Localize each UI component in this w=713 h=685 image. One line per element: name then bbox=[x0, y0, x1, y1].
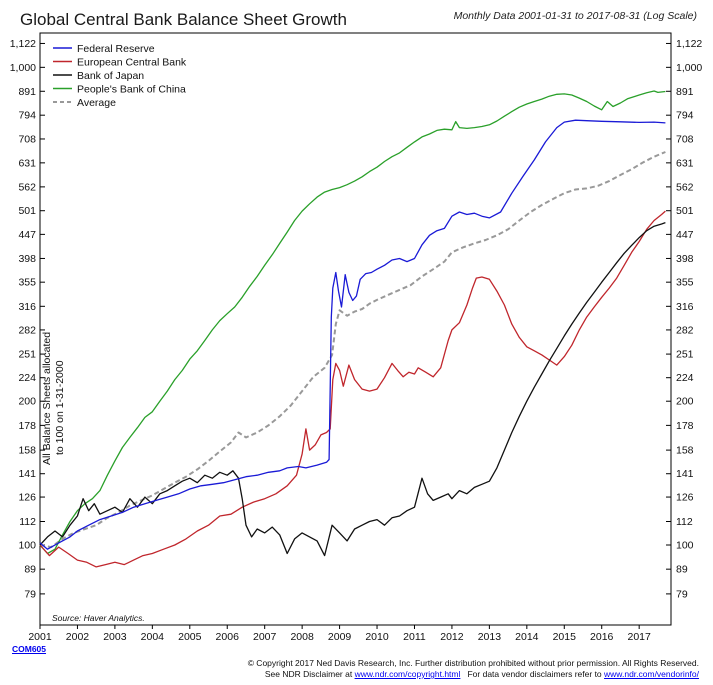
x-tick-label: 2011 bbox=[403, 631, 426, 640]
y-tick-label-right: 562 bbox=[676, 181, 694, 193]
legend-label: Bank of Japan bbox=[77, 70, 144, 82]
chart-title: Global Central Bank Balance Sheet Growth bbox=[20, 10, 347, 29]
y-tick-label-right: 1,122 bbox=[676, 38, 702, 50]
x-tick-label: 2010 bbox=[365, 631, 389, 640]
footer: COM605 © Copyright 2017 Ned Davis Resear… bbox=[0, 640, 713, 685]
y-tick-label-left: 794 bbox=[18, 110, 36, 122]
y-tick-label-left: 126 bbox=[18, 492, 36, 504]
series-line-bank-of-japan bbox=[39, 221, 666, 557]
legend-label: European Central Bank bbox=[77, 57, 187, 69]
y-tick-label-left: 141 bbox=[18, 468, 36, 480]
x-tick-label: 2016 bbox=[590, 631, 614, 640]
x-tick-label: 2003 bbox=[103, 631, 127, 640]
y-tick-label-right: 100 bbox=[676, 539, 694, 551]
x-tick-label: 2005 bbox=[178, 631, 202, 640]
y-tick-label-left: 1,122 bbox=[10, 38, 36, 50]
y-tick-label-right: 355 bbox=[676, 277, 694, 289]
disclaimer-prefix: See NDR Disclaimer at bbox=[264, 669, 355, 679]
x-tick-label: 2014 bbox=[515, 631, 539, 640]
y-tick-label-right: 282 bbox=[676, 324, 694, 336]
vendor-prefix: For data vendor disclaimers refer to bbox=[460, 669, 605, 679]
y-axis-right: 1,122 1,000 891 794 708 631 562 501 447 398 355 316… bbox=[666, 38, 702, 600]
y-tick-label-right: 1,000 bbox=[676, 62, 702, 74]
y-axis-left: 1,122 1,000 891 794 708 631 562 501 447 398 355 316… bbox=[10, 38, 45, 600]
y-tick-label-left: 178 bbox=[18, 420, 36, 432]
x-tick-label: 2001 bbox=[28, 631, 52, 640]
x-tick-label: 2012 bbox=[440, 631, 464, 640]
legend-label: Federal Reserve bbox=[77, 43, 155, 55]
y-tick-label-right: 126 bbox=[676, 492, 694, 504]
y-tick-label-left: 631 bbox=[18, 157, 36, 169]
y-tick-label-right: 316 bbox=[676, 301, 694, 313]
y-tick-label-right: 501 bbox=[676, 205, 694, 217]
y-tick-label-right: 251 bbox=[676, 349, 694, 361]
y-tick-label-right: 447 bbox=[676, 229, 694, 241]
y-tick-label-left: 1,000 bbox=[10, 62, 36, 74]
chart-subtitle: Monthly Data 2001-01-31 to 2017-08-31 (L… bbox=[454, 10, 697, 22]
balance-sheet-chart: Global Central Bank Balance Sheet Growth… bbox=[10, 10, 703, 640]
y-tick-label-right: 89 bbox=[676, 564, 688, 576]
y-tick-label-left: 282 bbox=[18, 324, 36, 336]
vendor-info-link[interactable]: www.ndr.com/vendorinfo/ bbox=[604, 669, 699, 679]
x-tick-label: 2013 bbox=[478, 631, 502, 640]
legend-label: People's Bank of China bbox=[77, 84, 186, 96]
x-tick-label: 2017 bbox=[627, 631, 651, 640]
x-tick-label: 2004 bbox=[141, 631, 165, 640]
y-tick-label-right: 794 bbox=[676, 110, 694, 122]
chart-code-link[interactable]: COM605 bbox=[12, 644, 47, 654]
y-tick-label-left: 158 bbox=[18, 445, 36, 457]
y-tick-label-right: 891 bbox=[676, 86, 694, 98]
series-line-federal-reserve bbox=[39, 119, 666, 550]
y-tick-label-right: 158 bbox=[676, 445, 694, 457]
y-tick-label-left: 251 bbox=[18, 349, 36, 361]
series-lines bbox=[39, 90, 666, 568]
y-axis-label-line-2: to 100 on 1-31-2000 bbox=[54, 360, 66, 455]
y-tick-label-right: 79 bbox=[676, 588, 688, 600]
y-tick-label-left: 112 bbox=[19, 516, 36, 528]
x-tick-label: 2008 bbox=[290, 631, 314, 640]
series-line-people-s-bank-of-china bbox=[39, 90, 666, 555]
y-tick-label-left: 398 bbox=[18, 253, 36, 265]
y-tick-label-left: 562 bbox=[18, 181, 36, 193]
y-tick-label-right: 141 bbox=[676, 468, 694, 480]
x-tick-label: 2015 bbox=[553, 631, 577, 640]
y-tick-label-left: 89 bbox=[24, 564, 36, 576]
y-tick-label-left: 316 bbox=[18, 301, 36, 313]
x-tick-label: 2002 bbox=[66, 631, 90, 640]
disclaimer-line: See NDR Disclaimer at www.ndr.com/copyri… bbox=[265, 669, 699, 679]
y-tick-label-right: 224 bbox=[676, 372, 694, 384]
copyright-text: © Copyright 2017 Ned Davis Research, Inc… bbox=[247, 658, 699, 668]
source-note: Source: Haver Analytics. bbox=[52, 613, 145, 623]
legend: Federal Reserve European Central BankBank… bbox=[53, 43, 187, 109]
y-tick-label-left: 200 bbox=[18, 396, 36, 408]
y-tick-label-right: 631 bbox=[676, 157, 694, 169]
plot-frame bbox=[39, 32, 672, 626]
y-tick-label-left: 708 bbox=[18, 133, 36, 145]
copyright-link[interactable]: www.ndr.com/copyright.html bbox=[354, 669, 461, 679]
y-axis-label-line-1: All Balance Sheets allocated bbox=[41, 332, 53, 465]
x-tick-label: 2009 bbox=[328, 631, 352, 640]
y-tick-label-right: 112 bbox=[676, 516, 693, 528]
series-line-european-central-bank bbox=[39, 210, 666, 568]
y-tick-label-right: 708 bbox=[676, 133, 694, 145]
x-tick-label: 2006 bbox=[216, 631, 240, 640]
y-tick-label-left: 501 bbox=[18, 205, 36, 217]
y-tick-label-left: 100 bbox=[18, 539, 36, 551]
y-tick-label-left: 224 bbox=[18, 372, 36, 384]
x-tick-label: 2007 bbox=[253, 631, 277, 640]
legend-label: Average bbox=[77, 97, 116, 109]
x-axis: 2001 2002 2003 2004 2005 2006 2007 2008 2009 2010… bbox=[28, 625, 651, 640]
y-tick-label-left: 891 bbox=[18, 86, 36, 98]
y-tick-label-right: 178 bbox=[676, 420, 694, 432]
y-tick-label-left: 355 bbox=[18, 277, 36, 289]
y-tick-label-right: 200 bbox=[676, 396, 694, 408]
y-tick-label-left: 447 bbox=[18, 229, 36, 241]
y-tick-label-left: 79 bbox=[24, 588, 36, 600]
series-line-average bbox=[39, 151, 666, 549]
y-tick-label-right: 398 bbox=[676, 253, 694, 265]
